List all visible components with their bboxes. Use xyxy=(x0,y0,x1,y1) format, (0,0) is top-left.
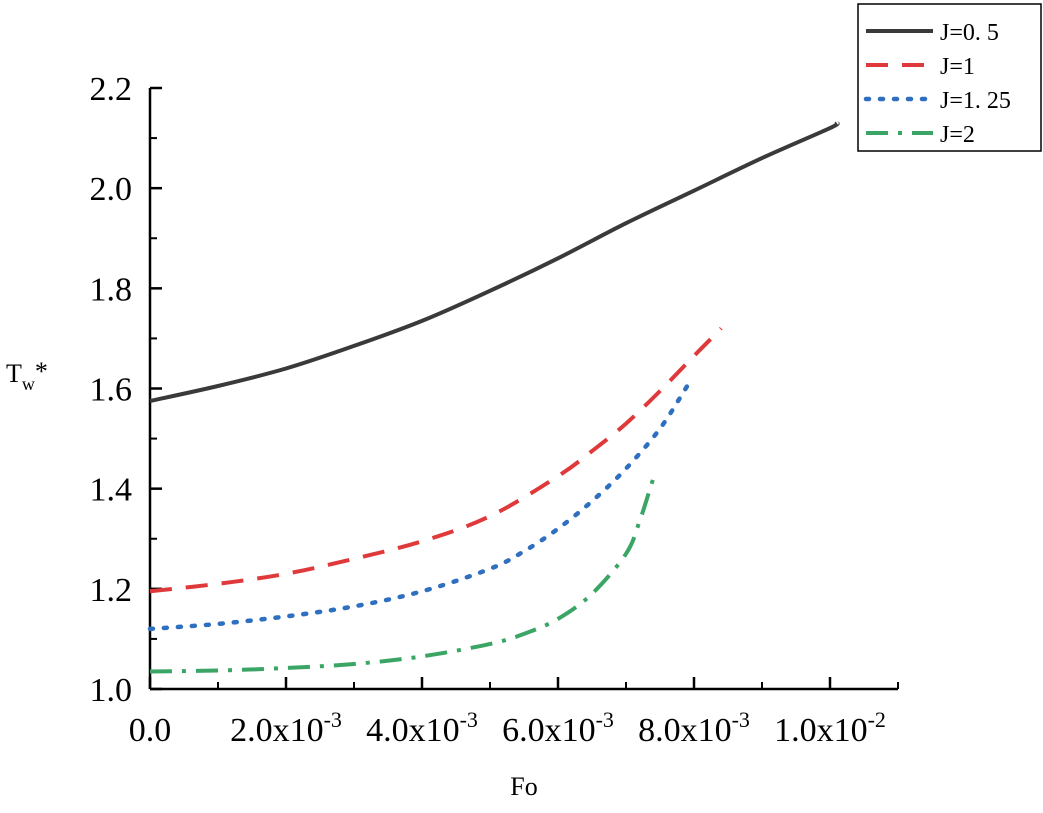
y-axis-title-sub: w xyxy=(22,374,35,394)
x-tick-mantissa: 2.0x10 xyxy=(230,712,324,749)
x-tick-mantissa: 0.0 xyxy=(129,712,172,749)
x-tick-label: 0.0 xyxy=(129,712,172,749)
y-axis-title: Tw* xyxy=(6,357,48,394)
x-tick-label: 6.0x10-3 xyxy=(502,707,614,749)
legend-label: J=0. 5 xyxy=(940,20,999,46)
x-tick-mantissa: 4.0x10 xyxy=(366,712,460,749)
y-axis-title-main: T xyxy=(6,359,22,388)
x-tick-exponent: -3 xyxy=(596,707,614,732)
y-tick-label: 1.8 xyxy=(90,271,133,308)
y-tick-label: 1.2 xyxy=(90,572,133,609)
x-tick-exponent: -2 xyxy=(868,707,886,732)
legend: J=0. 5 J=1 J=1. 25 J=2 xyxy=(857,3,1042,152)
y-tick-label: 2.2 xyxy=(90,71,133,108)
x-tick-label: 8.0x10-3 xyxy=(638,707,750,749)
y-tick-label: 1.4 xyxy=(90,472,133,509)
series-j-1-25-line xyxy=(147,383,690,632)
x-axis-title: Fo xyxy=(510,772,537,801)
x-tick-exponent: -3 xyxy=(324,707,342,732)
x-tick-label: 2.0x10-3 xyxy=(230,707,342,749)
series-layer xyxy=(147,121,840,674)
series-j-1-line xyxy=(149,327,723,594)
series-j-0-5-line xyxy=(149,121,840,403)
x-tick-mantissa: 1.0x10 xyxy=(774,712,868,749)
legend-label: J=2 xyxy=(940,122,975,148)
x-tick-mantissa: 6.0x10 xyxy=(502,712,596,749)
y-axis-title-suffix: * xyxy=(35,357,48,386)
x-tick-label: 1.0x10-2 xyxy=(774,707,886,749)
x-tick-exponent: -3 xyxy=(732,707,750,732)
legend-label: J=1 xyxy=(940,54,975,80)
axes-layer xyxy=(148,86,899,691)
x-tick-label: 4.0x10-3 xyxy=(366,707,478,749)
labels-layer: 1.01.21.41.61.82.02.20.0 2.0x10-3 4.0x10-3… xyxy=(6,71,886,801)
x-tick-exponent: -3 xyxy=(460,707,478,732)
y-tick-label: 2.0 xyxy=(90,171,133,208)
legend-label: J=1. 25 xyxy=(940,88,1011,114)
legend-box xyxy=(857,3,1042,152)
series-j-2-line xyxy=(149,478,656,674)
x-tick-mantissa: 8.0x10 xyxy=(638,712,732,749)
y-tick-label: 1.6 xyxy=(90,372,133,409)
y-tick-label: 1.0 xyxy=(90,672,133,709)
